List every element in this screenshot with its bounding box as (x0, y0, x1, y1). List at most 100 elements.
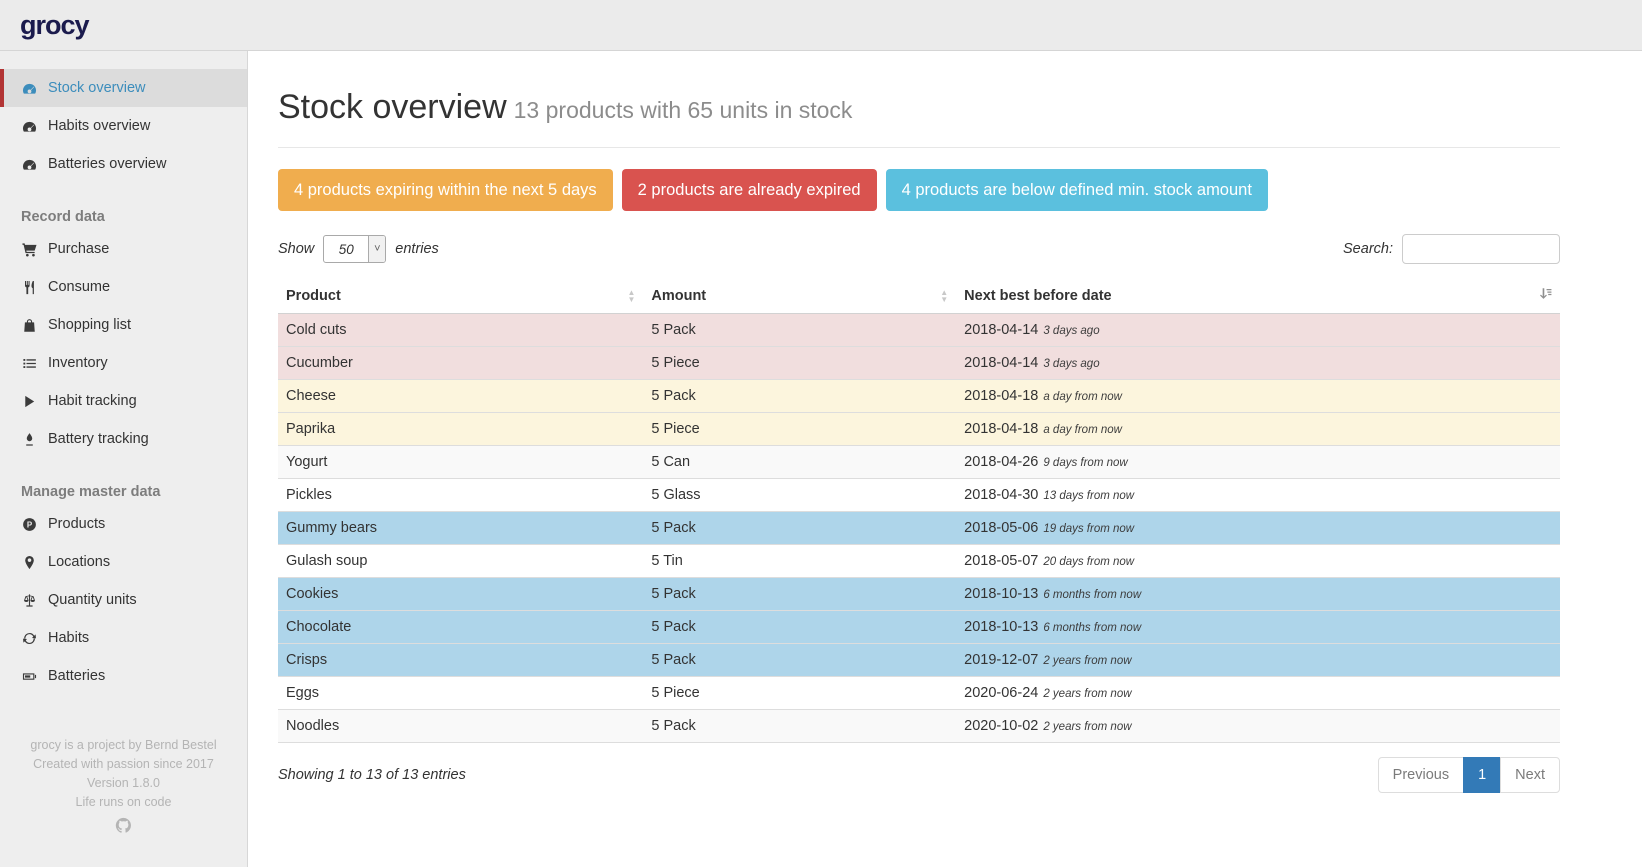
best-before-date: 2018-04-14 (964, 322, 1039, 338)
sidebar-section-record-data: Record data (21, 209, 105, 225)
column-label: Product (286, 287, 341, 304)
relative-time: 3 days ago (1043, 358, 1100, 370)
best-before-date: 2018-10-13 (964, 586, 1039, 602)
sidebar-footer-line: grocy is a project by Bernd Bestel (30, 738, 217, 752)
sidebar-item-stock-overview[interactable]: Stock overview (0, 69, 247, 107)
entries-select-value: 50 (338, 241, 354, 257)
best-before-cell: 2018-05-07 20 days from now (956, 544, 1560, 578)
sidebar-item-label: Locations (48, 554, 111, 570)
relative-time: 2 years from now (1043, 655, 1132, 667)
relative-time: 2 years from now (1043, 721, 1132, 733)
sidebar-item-label: Quantity units (48, 592, 137, 608)
search-input[interactable] (1402, 234, 1560, 264)
sidebar-item-label: Shopping list (48, 317, 132, 333)
amount-cell: 5 Pack (643, 577, 957, 611)
sidebar-item-label: Batteries overview (48, 156, 167, 172)
table-row: Cookies 5 Pack 2018-10-13 6 months from now (278, 577, 1560, 611)
github-icon[interactable] (0, 816, 247, 841)
alert-button-2-products-are-already-expired[interactable]: 2 products are already expired (621, 169, 877, 211)
relative-time: 6 months from now (1043, 622, 1142, 634)
column-header-product[interactable]: Product ▲ ▼ (278, 278, 644, 314)
product-cell: Gummy bears (278, 511, 644, 545)
sidebar-item-quantity-units[interactable]: Quantity units (0, 581, 247, 619)
best-before-cell: 2018-04-18 a day from now (956, 379, 1560, 413)
sidebar-item-purchase[interactable]: Purchase (0, 230, 247, 268)
table-controls: Show 50 ˅ entries Search: (278, 234, 1560, 264)
table-info: Showing 1 to 13 of 13 entries (278, 767, 466, 783)
tachometer-icon (21, 81, 38, 96)
previous-page-button[interactable]: Previous (1377, 757, 1465, 793)
column-header-amount[interactable]: Amount ▲ ▼ (643, 278, 957, 314)
table-row: Yogurt 5 Can 2018-04-26 9 days from now (278, 445, 1560, 479)
tachometer-icon (21, 119, 38, 134)
amount-cell: 5 Tin (643, 544, 957, 578)
sidebar-item-label: Consume (48, 279, 111, 295)
shopping-bag-icon (21, 318, 38, 333)
sidebar-item-products[interactable]: P Products (0, 505, 247, 543)
table-footer: Showing 1 to 13 of 13 entries Previous 1… (278, 757, 1560, 793)
table-row: Gummy bears 5 Pack 2018-05-06 19 days from … (278, 511, 1560, 545)
sidebar-item-batteries[interactable]: Batteries (0, 657, 247, 695)
show-label: Show (278, 241, 315, 257)
product-cell: Chocolate (278, 610, 644, 644)
alert-button-4-products-are-below-defined-min-stock-amount[interactable]: 4 products are below defined min. stock … (885, 169, 1268, 211)
table-row: Cold cuts 5 Pack 2018-04-14 3 days ago (278, 313, 1560, 347)
next-page-button[interactable]: Next (1500, 757, 1560, 793)
column-label: Amount (651, 287, 707, 304)
sidebar-footer-line: Life runs on code (75, 795, 172, 809)
sidebar-item-batteries-overview[interactable]: Batteries overview (0, 145, 247, 183)
best-before-date: 2018-04-18 (964, 421, 1039, 437)
sidebar-footer-line: Created with passion since 2017 (33, 757, 214, 771)
sidebar: Stock overview Habits overview Batteries o… (0, 51, 248, 867)
sidebar-item-locations[interactable]: Locations (0, 543, 247, 581)
table-row: Crisps 5 Pack 2019-12-07 2 years from now (278, 643, 1560, 677)
chevron-down-icon: ˅ (368, 236, 386, 262)
best-before-cell: 2018-04-14 3 days ago (956, 314, 1560, 347)
sidebar-footer-line: Version 1.8.0 (87, 776, 160, 790)
entries-select[interactable]: 50 ˅ (323, 235, 387, 263)
table-row: Pickles 5 Glass 2018-04-30 13 days from now (278, 478, 1560, 512)
best-before-date: 2020-10-02 (964, 718, 1039, 734)
page-title-text: Stock overview (278, 88, 507, 126)
sidebar-item-battery-tracking[interactable]: Battery tracking (0, 420, 247, 458)
sidebar-item-label: Batteries (48, 668, 106, 684)
battery-icon (21, 669, 38, 684)
amount-cell: 5 Pack (651, 322, 696, 338)
alert-button-4-products-expiring-within-the-next-5-days[interactable]: 4 products expiring within the next 5 da… (278, 169, 613, 211)
best-before-date: 2018-10-13 (964, 619, 1039, 635)
table-row: Gulash soup 5 Tin 2018-05-07 20 days from n… (278, 544, 1560, 578)
product-cell: Cookies (278, 577, 644, 611)
product-cell: Noodles (278, 709, 644, 743)
column-header-next-best-before-date[interactable]: Next best before date (956, 278, 1560, 314)
column-header-inner: Amount ▲ ▼ (651, 288, 948, 304)
app-logo[interactable]: grocy (20, 9, 90, 40)
play-icon (21, 394, 38, 409)
table-row: Cucumber 5 Piece 2018-04-14 3 days ago (278, 346, 1560, 380)
page-size-control: Show 50 ˅ entries (278, 235, 439, 263)
sidebar-footer: grocy is a project by Bernd Bestel Create… (0, 736, 247, 841)
sidebar-item-habits-overview[interactable]: Habits overview (0, 107, 247, 145)
best-before-date: 2020-06-24 (964, 685, 1039, 701)
main-content: Stock overview 13 products with 65 units … (248, 51, 1642, 867)
relative-time: 3 days ago (1043, 325, 1100, 337)
product-cell: Yogurt (278, 445, 644, 479)
tachometer-icon (21, 157, 38, 172)
sidebar-item-habit-tracking[interactable]: Habit tracking (0, 382, 247, 420)
sidebar-item-habits[interactable]: Habits (0, 619, 247, 657)
svg-text:P: P (27, 520, 33, 529)
sidebar-item-label: Habit tracking (48, 393, 137, 409)
sidebar-item-consume[interactable]: Consume (0, 268, 247, 306)
product-circle-icon: P (21, 517, 38, 532)
sidebar-nav: Stock overview Habits overview Batteries o… (0, 69, 247, 695)
sort-icon: ▲ ▼ (940, 287, 949, 304)
amount-cell: 5 Pack (643, 610, 957, 644)
page-title: Stock overview 13 products with 65 units … (278, 85, 1560, 132)
pen-icon (21, 432, 38, 447)
best-before-cell: 2018-10-13 6 months from now (956, 577, 1560, 611)
relative-time: 2 years from now (1043, 688, 1132, 700)
amount-cell: 5 Piece (643, 676, 957, 710)
sidebar-item-shopping-list[interactable]: Shopping list (0, 306, 247, 344)
sidebar-item-inventory[interactable]: Inventory (0, 344, 247, 382)
sort-icon: ▲ ▼ (627, 287, 636, 304)
page-1-button[interactable]: 1 (1463, 757, 1502, 793)
